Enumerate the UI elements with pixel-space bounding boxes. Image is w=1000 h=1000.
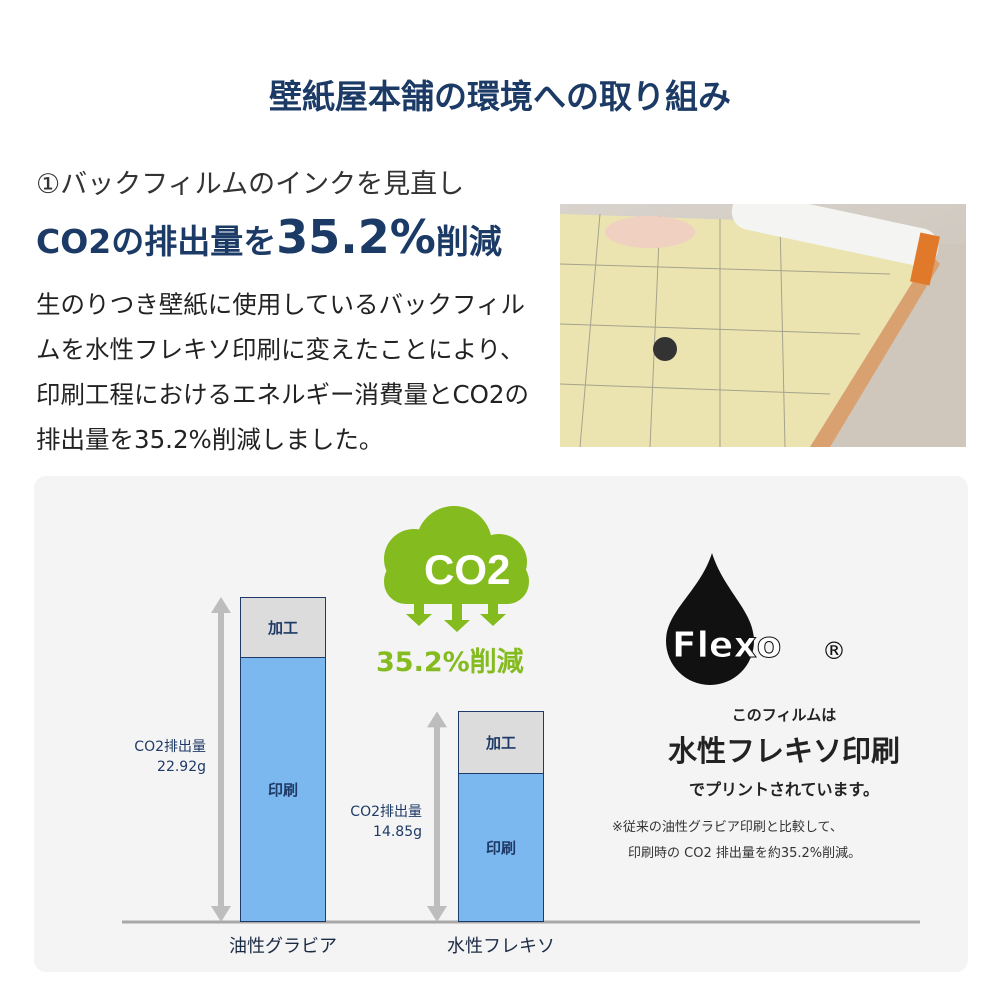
arrow-head-up [427, 711, 447, 728]
headline-value: 35.2% [276, 210, 436, 264]
footnote-line-2: 印刷時の CO2 排出量を約35.2%削減。 [628, 846, 862, 861]
stacked-bar: 加工 印刷 [458, 711, 544, 922]
note-line-1: このフィルムは [731, 706, 837, 724]
registered-mark: ® [822, 637, 846, 665]
footnote-line-1: ※従来の油性グラビア印刷と比較して、 [612, 820, 843, 835]
co2-cloud-icon: CO2 [384, 506, 529, 632]
note-line-2: 水性フレキソ印刷 [667, 734, 900, 768]
total-value-label: CO2排出量 14.85g [350, 803, 422, 840]
headline-suffix: 削減 [435, 222, 502, 261]
product-photo [560, 204, 966, 447]
cloud-text: CO2 [424, 546, 510, 593]
headline-prefix: CO2の排出量を [36, 222, 277, 261]
category-label: 油性グラビア [229, 936, 337, 957]
bar-segment-processing: 加工 [241, 598, 325, 658]
bar-segment-printing: 印刷 [241, 658, 325, 921]
stacked-bar: 加工 印刷 [240, 597, 326, 922]
logo-text: Flexo [672, 625, 781, 666]
wallpaper-roll-image [560, 204, 966, 447]
body-text: 生のりつき壁紙に使用しているバックフィルムを水性フレキソ印刷に変えたことにより、… [36, 290, 529, 454]
page-title: 壁紙屋本舗の環境への取り組み [269, 77, 731, 116]
note-line-3: でプリントされています。 [689, 780, 879, 799]
arrow-head-down [211, 906, 231, 922]
arrow-head-down [427, 906, 447, 922]
co2-bar-chart [122, 597, 920, 924]
reduction-label: 35.2%削減 [376, 647, 524, 678]
infographic-panel: CO2 35.2%削減 加工 印刷 CO2排出量 22.92g 油性グラビア 加工 印刷 C… [34, 476, 968, 972]
arrow-head-up [211, 597, 231, 613]
headline: CO2の排出量を35.2%削減 [36, 210, 502, 264]
flexo-drop-logo: Flexo ® [666, 553, 846, 685]
total-value-label: CO2排出量 22.92g [134, 738, 206, 775]
section-heading: ①バックフィルムのインクを見直し [36, 169, 465, 200]
bar-segment-printing: 印刷 [459, 774, 543, 921]
category-label: 水性フレキソ [447, 936, 555, 957]
bar-segment-processing: 加工 [459, 712, 543, 775]
